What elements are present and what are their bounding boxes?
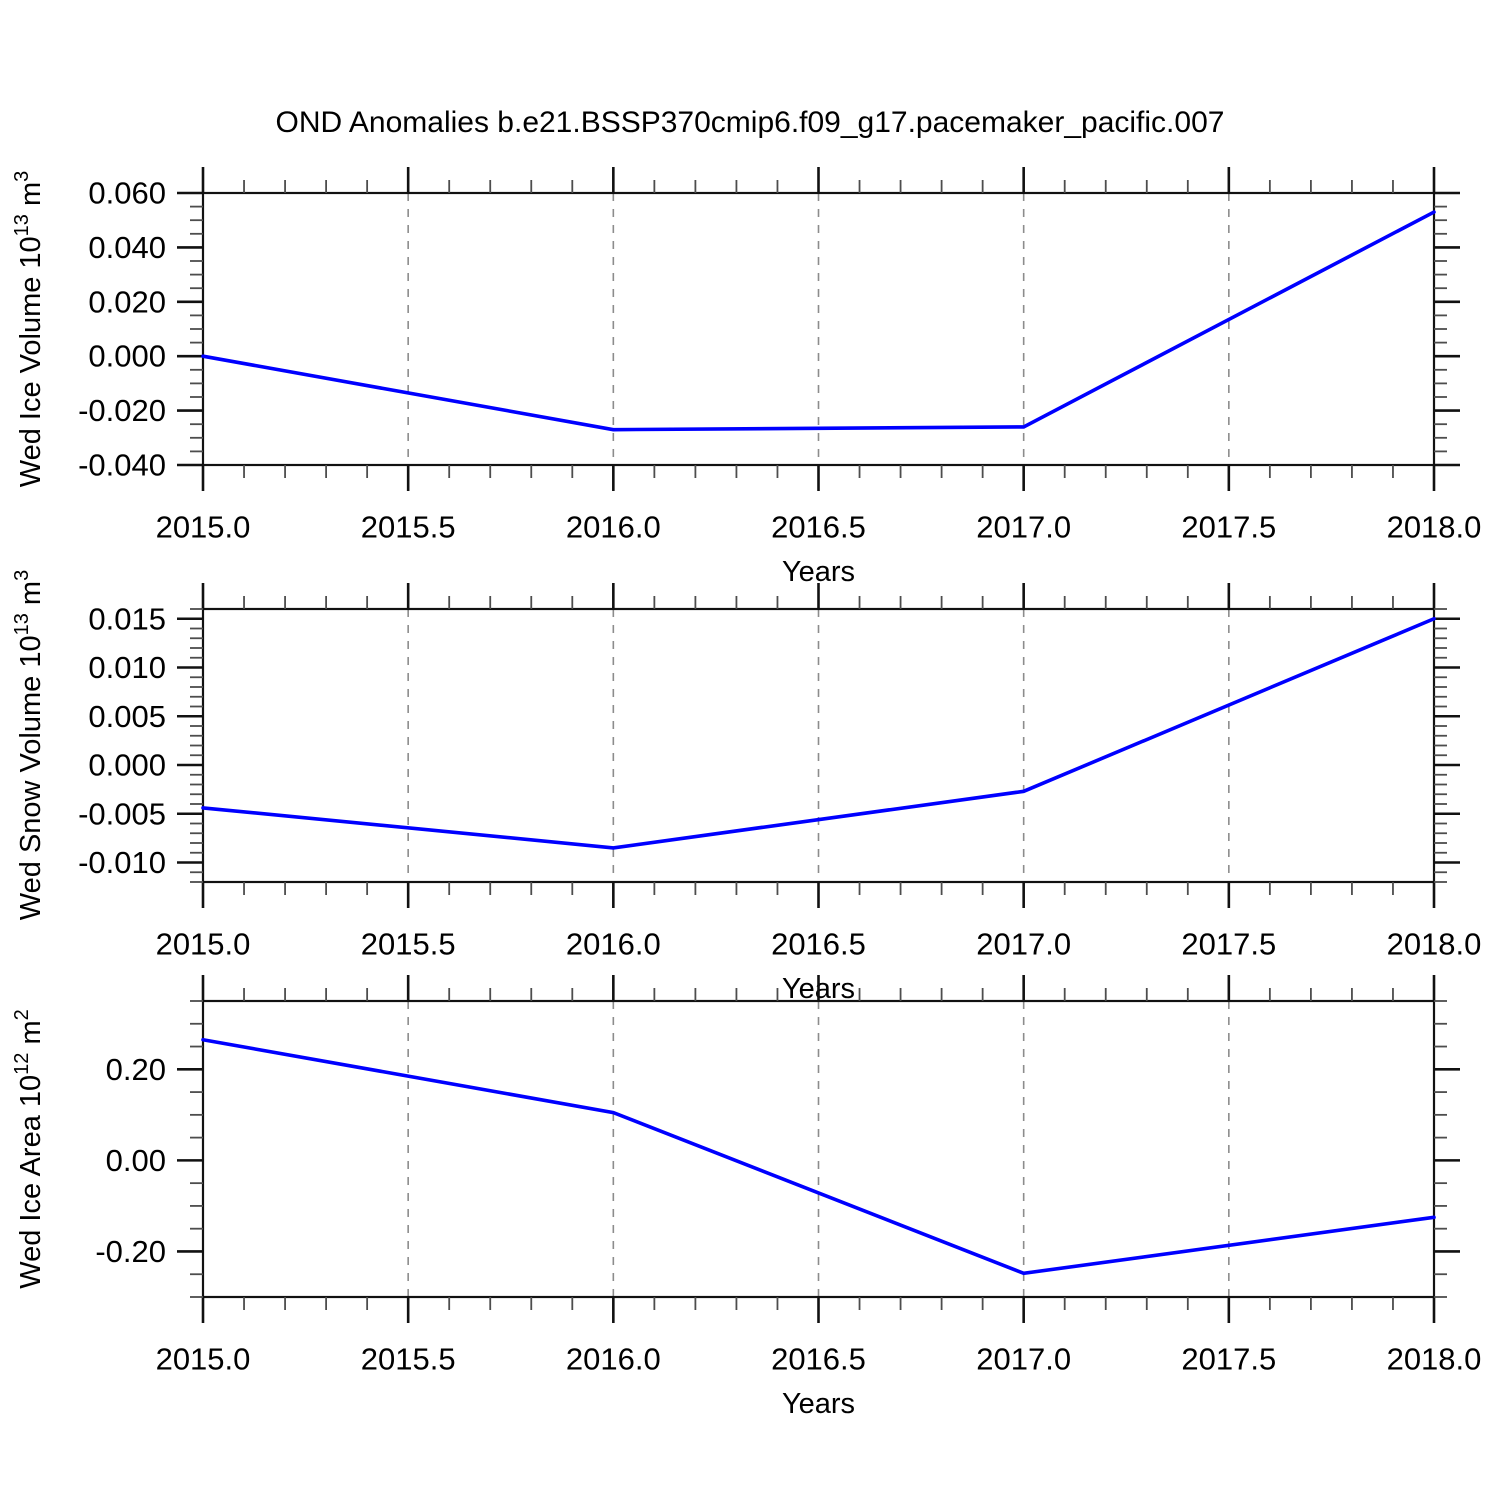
x-tick-label: 2016.5 bbox=[771, 927, 866, 962]
data-line-wed-ice-area bbox=[201, 1037, 1436, 1276]
x-tick-label: 2015.5 bbox=[361, 1342, 456, 1377]
x-tick-label: 2017.5 bbox=[1181, 927, 1276, 962]
y-axis-title-exponent: 12 bbox=[11, 1053, 33, 1075]
plots-container: 2015.0 2015.5 2016.0 2016.5 2017.0 2017.5 2018… bbox=[78, 167, 1481, 1420]
x-tick-label: 2015.0 bbox=[156, 1342, 251, 1377]
y-tick-label: -0.040 bbox=[78, 448, 166, 483]
y-tick-label: 0.040 bbox=[88, 230, 166, 265]
y-tick-label: -0.010 bbox=[78, 845, 166, 880]
y-axis-title-text: Wed Ice Volume 10 bbox=[15, 236, 47, 487]
x-tick-label: 2017.0 bbox=[976, 1342, 1071, 1377]
data-line-wed-snow-volume bbox=[201, 616, 1436, 850]
y-axis-title-text: Wed Snow Volume 10 bbox=[15, 635, 47, 920]
y-tick-label: 0.20 bbox=[106, 1052, 166, 1087]
x-tick-label: 2015.5 bbox=[361, 510, 456, 545]
y-tick-label: 0.060 bbox=[88, 176, 166, 211]
y-axis-title-exponent: 13 bbox=[11, 214, 33, 236]
y-tick-label: 0.00 bbox=[106, 1143, 166, 1178]
y-axis-title-text: Wed Ice Area 10 bbox=[15, 1075, 47, 1289]
x-tick-label: 2015.0 bbox=[156, 510, 251, 545]
y-axis-title-unit-exponent: 2 bbox=[11, 1009, 33, 1020]
data-line-wed-ice-volume bbox=[201, 210, 1436, 432]
x-tick-label: 2017.0 bbox=[976, 927, 1071, 962]
y-tick-label: 0.000 bbox=[88, 339, 166, 374]
y-tick-label: 0.005 bbox=[88, 699, 166, 734]
y-tick-label: -0.20 bbox=[95, 1234, 166, 1269]
y-tick-label: -0.005 bbox=[78, 796, 166, 831]
x-tick-label: 2016.5 bbox=[771, 1342, 866, 1377]
y-axis-title-unit-exponent: 3 bbox=[11, 171, 33, 182]
x-tick-label: 2015.0 bbox=[156, 927, 251, 962]
y-tick-label: 0.000 bbox=[88, 748, 166, 783]
y-axis-title-exponent: 13 bbox=[11, 613, 33, 635]
x-axis-title: Years bbox=[782, 556, 855, 588]
plot-wed-ice-volume: 2015.0 2015.5 2016.0 2016.5 2017.0 2017.5 2018… bbox=[78, 167, 1481, 588]
y-axis-title-ice-area: Wed Ice Area 1012 m2 bbox=[11, 1009, 47, 1288]
y-axis-title-unit: m bbox=[15, 1020, 47, 1052]
x-tick-label: 2018.0 bbox=[1387, 1342, 1482, 1377]
y-axis-title-unit: m bbox=[15, 581, 47, 613]
plot-wed-ice-area: 2015.0 2015.5 2016.0 2016.5 2017.0 2017.5 2018… bbox=[95, 975, 1481, 1420]
plot-frame bbox=[201, 607, 1436, 884]
y-tick-label: 0.010 bbox=[88, 650, 166, 685]
y-axis-title-ice-volume: Wed Ice Volume 1013 m3 bbox=[11, 171, 47, 488]
x-axis-title: Years bbox=[782, 1388, 855, 1420]
plot-wed-snow-volume: 2015.0 2015.5 2016.0 2016.5 2017.0 2017.5 2018… bbox=[78, 583, 1481, 1005]
y-tick-label: -0.020 bbox=[78, 393, 166, 428]
y-tick-label: 0.020 bbox=[88, 284, 166, 319]
x-tick-label: 2017.5 bbox=[1181, 510, 1276, 545]
x-tick-label: 2016.0 bbox=[566, 510, 661, 545]
x-tick-label: 2016.0 bbox=[566, 1342, 661, 1377]
x-tick-label: 2016.0 bbox=[566, 927, 661, 962]
x-tick-label: 2018.0 bbox=[1387, 927, 1482, 962]
x-tick-label: 2018.0 bbox=[1387, 510, 1482, 545]
x-tick-label: 2017.5 bbox=[1181, 1342, 1276, 1377]
y-axis-title-snow-volume: Wed Snow Volume 1013 m3 bbox=[11, 570, 47, 920]
x-tick-label: 2016.5 bbox=[771, 510, 866, 545]
y-axis-title-unit-exponent: 3 bbox=[11, 570, 33, 581]
y-tick-label: 0.015 bbox=[88, 601, 166, 636]
x-tick-label: 2017.0 bbox=[976, 510, 1071, 545]
figure-title: OND Anomalies b.e21.BSSP370cmip6.f09_g17… bbox=[276, 106, 1225, 139]
y-axis-title-unit: m bbox=[15, 182, 47, 214]
x-tick-label: 2015.5 bbox=[361, 927, 456, 962]
